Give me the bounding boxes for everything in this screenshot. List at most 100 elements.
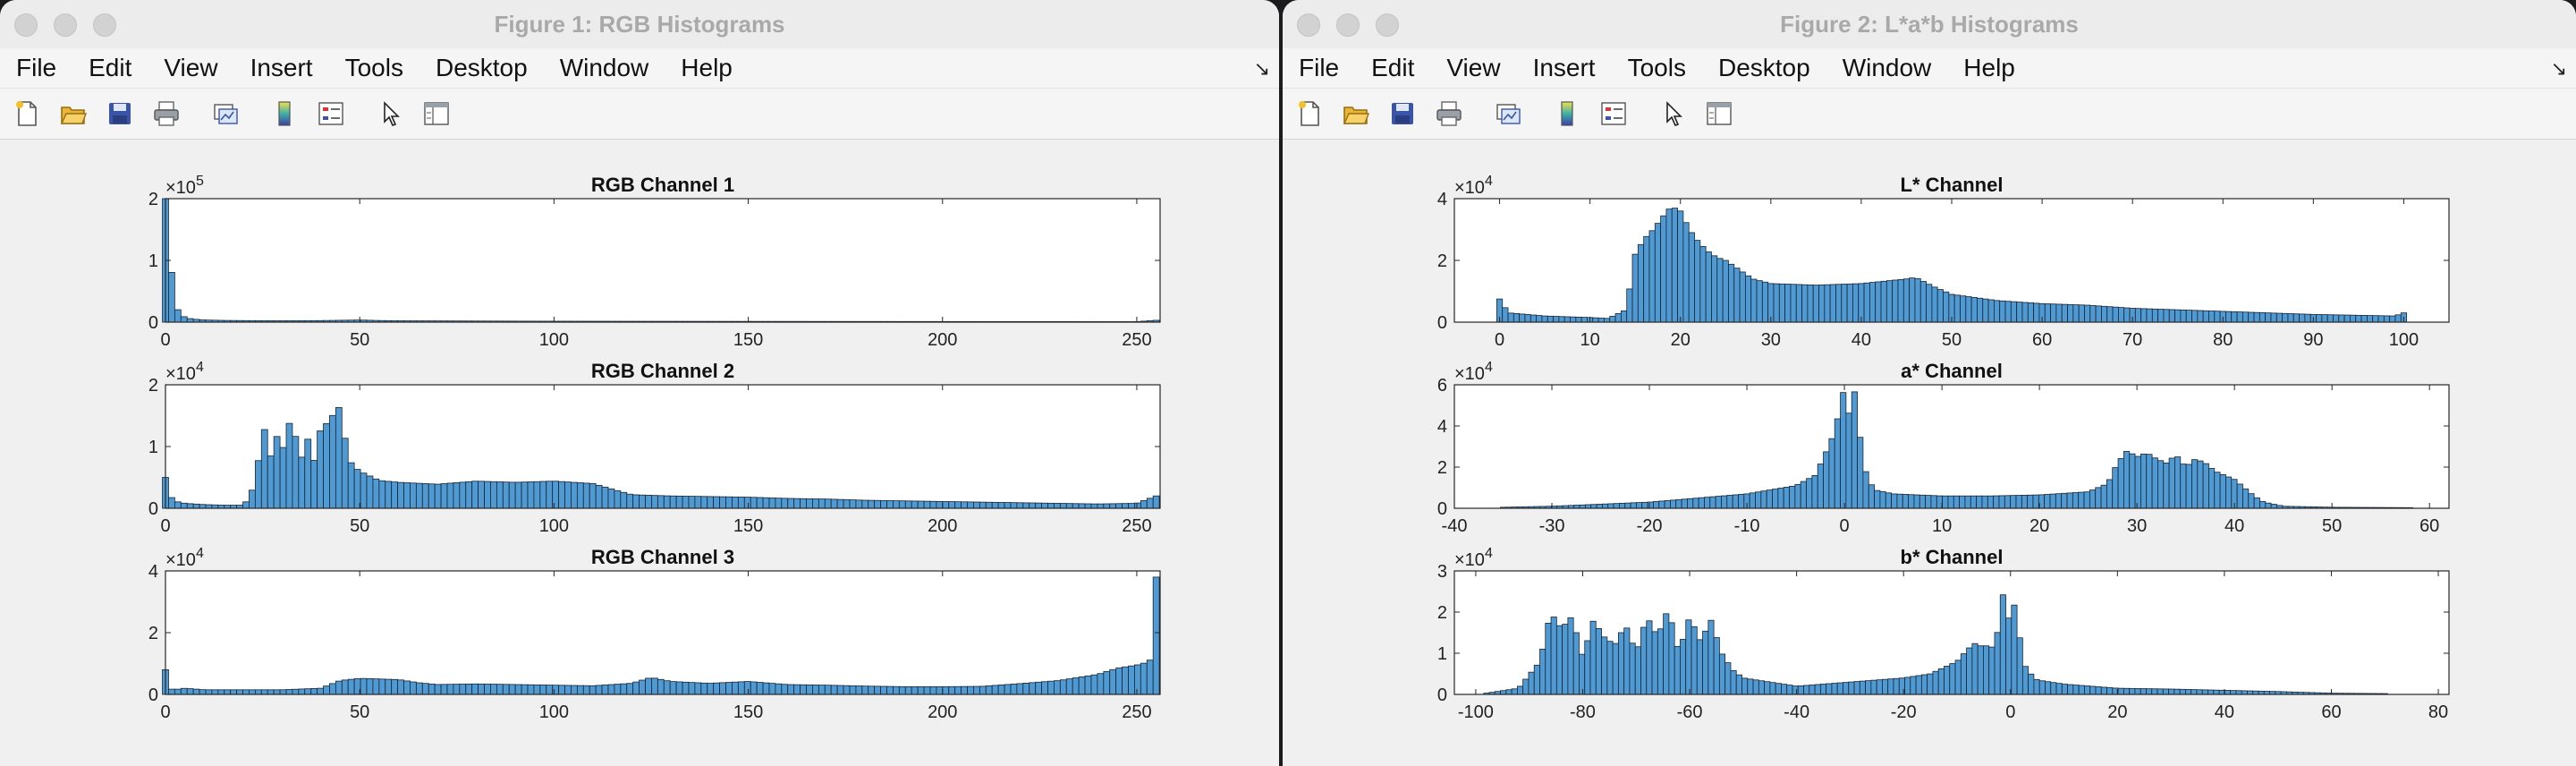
histogram-bar (2321, 314, 2328, 323)
print-icon[interactable] (147, 94, 186, 133)
histogram-bar (781, 684, 789, 695)
histogram-bar (2015, 495, 2022, 509)
link-plot-icon[interactable] (1488, 94, 1528, 133)
histogram-bar (1936, 289, 1944, 323)
histogram-bar (2174, 456, 2182, 509)
menu-edit[interactable]: Edit (1371, 54, 1415, 81)
histogram-bar (1646, 620, 1653, 695)
histogram-bar (1840, 392, 1847, 509)
menu-view[interactable]: View (1446, 54, 1501, 81)
menu-file[interactable]: File (1299, 54, 1340, 81)
histogram-bar (607, 684, 615, 695)
menu-insert[interactable]: Insert (1532, 54, 1596, 81)
menu-desktop[interactable]: Desktop (1717, 54, 1810, 81)
histogram-bar (391, 481, 398, 509)
histogram-bar (1524, 314, 1531, 323)
legend-icon[interactable] (311, 94, 351, 133)
histogram-bar (347, 462, 355, 509)
save-icon[interactable] (100, 94, 140, 133)
histogram-bar (1128, 503, 1135, 509)
menu-window[interactable]: Window (559, 54, 649, 81)
menu-tools[interactable]: Tools (344, 54, 403, 81)
histogram-bar (948, 685, 956, 695)
pointer-icon[interactable] (370, 94, 410, 133)
zoom-button[interactable] (93, 13, 116, 37)
histogram-bar (211, 689, 219, 695)
histogram-bar (861, 499, 869, 509)
histogram-bar (304, 688, 312, 695)
title-bar[interactable]: Figure 1: RGB Histograms (0, 0, 1279, 48)
histogram-bar (2366, 315, 2374, 323)
menu-view[interactable]: View (164, 54, 218, 81)
histogram-bar (1756, 280, 1763, 323)
histogram-bar (1010, 502, 1018, 509)
title-bar[interactable]: Figure 2: L*a*b Histograms (1283, 0, 2576, 48)
new-figure-icon[interactable] (1290, 94, 1329, 133)
minimize-button[interactable] (1336, 13, 1360, 37)
y-exponent-label: ×105 (165, 174, 204, 198)
colorbar-icon[interactable] (265, 94, 304, 133)
histogram-bar (762, 682, 770, 695)
menu-desktop[interactable]: Desktop (435, 54, 528, 81)
histogram-bar (1744, 275, 1752, 323)
histogram-bar (2123, 451, 2131, 509)
histogram-bar (793, 498, 801, 509)
histogram-bar (1829, 284, 1836, 323)
histogram-bar (1606, 641, 1614, 695)
histogram-bar (2151, 688, 2158, 695)
histogram-bar (2021, 302, 2029, 323)
histogram-bar (2084, 685, 2091, 695)
histogram-bar (1097, 673, 1105, 695)
histogram-bar (2106, 479, 2114, 509)
histogram-bar (2394, 314, 2402, 323)
x-tick-label: -10 (1734, 516, 1760, 536)
dock-arrow-icon[interactable]: ↘ (2550, 57, 2567, 80)
histogram-bar (1902, 278, 1911, 323)
histogram-bar (2033, 302, 2040, 323)
histogram-bar (2168, 309, 2175, 323)
legend-icon[interactable] (1594, 94, 1633, 133)
open-file-icon[interactable] (54, 94, 93, 133)
property-inspector-icon[interactable] (417, 94, 456, 133)
menu-tools[interactable]: Tools (1627, 54, 1686, 81)
y-exponent-value: 4 (196, 360, 204, 375)
menu-insert[interactable]: Insert (250, 54, 313, 81)
histogram-bar (639, 494, 646, 509)
histogram-bar (1817, 464, 1824, 509)
histogram-bar (985, 501, 993, 509)
histogram-bar (1797, 685, 1804, 695)
histogram-bar (310, 460, 318, 509)
pointer-icon[interactable] (1653, 94, 1692, 133)
menu-edit[interactable]: Edit (89, 54, 132, 81)
histogram-bar (465, 481, 473, 509)
open-file-icon[interactable] (1336, 94, 1376, 133)
histogram-bar (1755, 491, 1762, 509)
histogram-bar (880, 685, 887, 695)
histogram-bar (446, 482, 454, 509)
menu-file[interactable]: File (16, 54, 57, 81)
close-button[interactable] (1297, 13, 1320, 37)
colorbar-icon[interactable] (1547, 94, 1587, 133)
link-plot-icon[interactable] (206, 94, 245, 133)
new-figure-icon[interactable] (7, 94, 47, 133)
histogram-bar (428, 483, 436, 509)
axes-title: RGB Channel 1 (591, 174, 734, 196)
histogram-bar (855, 685, 863, 695)
x-tick-label: 70 (2123, 330, 2142, 350)
print-icon[interactable] (1429, 94, 1469, 133)
histogram-bar (1660, 215, 1667, 323)
zoom-button[interactable] (1376, 13, 1399, 37)
histogram-bar (1607, 503, 1614, 509)
histogram-bar (1657, 628, 1665, 695)
close-button[interactable] (14, 13, 38, 37)
histogram-bar (1029, 682, 1037, 695)
property-inspector-icon[interactable] (1699, 94, 1739, 133)
minimize-button[interactable] (54, 13, 77, 37)
menu-help[interactable]: Help (681, 54, 733, 81)
dock-arrow-icon[interactable]: ↘ (1253, 57, 1270, 80)
menu-help[interactable]: Help (1963, 54, 2015, 81)
histogram-bar (484, 684, 491, 695)
menu-window[interactable]: Window (1842, 54, 1932, 81)
histogram-bar (533, 684, 541, 695)
save-icon[interactable] (1383, 94, 1422, 133)
